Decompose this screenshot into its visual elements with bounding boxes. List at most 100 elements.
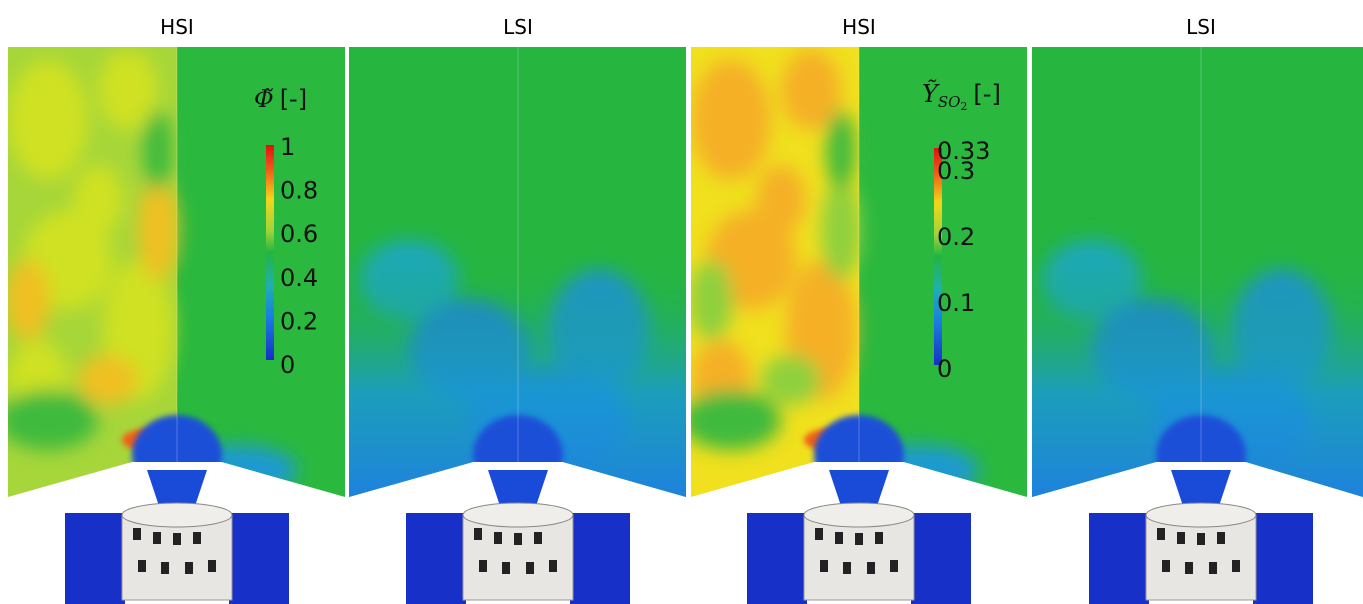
right-half [859,47,1027,497]
side-block [65,513,125,604]
colorbar-tick-label: 0.33 [937,137,990,165]
colorbar-title: Φ̃ [-] [254,85,307,114]
window [1185,562,1193,574]
window [474,528,482,540]
blob [98,50,158,130]
colorbar-tick-label: 0.2 [937,223,975,251]
window [835,532,843,544]
window [479,560,487,572]
colorbar-tick-label: 0 [937,355,952,383]
panel-title: LSI [503,15,533,39]
window [153,532,161,544]
blob [756,165,806,235]
window [875,532,883,544]
colorbar-tick-label: 0.3 [937,157,975,185]
window [1232,560,1240,572]
blob [781,50,841,130]
blob [8,60,88,180]
side-block [747,513,807,604]
window [855,533,863,545]
window [138,560,146,572]
colorbar: ỸSO2 [-] 0.330.3 0.2 0.1 0 [922,79,1001,384]
window [133,528,141,540]
colorbar-tick-label: 0 [280,351,295,379]
window [494,532,502,544]
cylinder [462,514,574,601]
window [890,560,898,572]
cylinder [803,514,915,601]
contour-panel [691,47,1027,497]
blob [821,180,861,280]
blob [691,260,733,340]
panel-title: HSI [160,15,194,39]
window [1157,528,1165,540]
window [502,562,510,574]
window [1209,562,1217,574]
colorbar-title: ỸSO2 [-] [922,79,1001,114]
side-block [229,513,289,604]
subscript: SO [938,93,961,111]
symbol: Φ̃ [254,85,274,113]
cylinder [1145,514,1257,601]
window [867,562,875,574]
window [534,532,542,544]
colorbar-bar [934,148,942,365]
colorbar-tick-label: 0.8 [280,177,318,205]
unit: [-] [280,85,307,113]
window [815,528,823,540]
colorbar-tick-label: 0.4 [280,264,318,292]
window [843,562,851,574]
colorbar: Φ̃ [-] 1 0.8 0.6 0.4 0.2 0 [254,85,318,380]
burner [406,470,630,604]
blob [691,60,771,180]
panel-title: LSI [1186,15,1216,39]
window [526,562,534,574]
blob [78,355,138,405]
subsubscript: 2 [960,100,967,113]
window [173,533,181,545]
cylinder-top [462,502,574,528]
blob [138,180,178,280]
cylinder-top [803,502,915,528]
burner [747,470,971,604]
right-half [177,47,345,497]
side-block [406,513,466,604]
window [208,560,216,572]
colorbar-tick-label: 0.6 [280,220,318,248]
cylinder-top [121,502,233,528]
window [161,562,169,574]
burner [1089,470,1313,604]
blob [691,390,781,450]
side-block [1089,513,1149,604]
contour-panel [349,47,686,497]
side-block [911,513,971,604]
panel-title: HSI [842,15,876,39]
burner [65,470,289,604]
cylinder [121,514,233,601]
window [514,533,522,545]
blob [8,260,50,340]
blob [8,390,98,450]
unit: [-] [973,80,1000,108]
window [1217,532,1225,544]
blob [826,110,856,190]
side-block [1253,513,1313,604]
blob [73,165,123,235]
window [1177,532,1185,544]
blob [761,355,821,405]
colorbar-tick-label: 0.2 [280,307,318,335]
colorbar-tick-label: 0.1 [937,289,975,317]
cylinder-top [1145,502,1257,528]
window [549,560,557,572]
blobs [691,50,979,495]
window [1162,560,1170,572]
window [185,562,193,574]
window [193,532,201,544]
contour-panel [1032,47,1363,497]
panels [8,47,1363,604]
blob [143,110,173,190]
side-block [570,513,630,604]
window [1197,533,1205,545]
symbol: Ỹ [922,79,940,108]
